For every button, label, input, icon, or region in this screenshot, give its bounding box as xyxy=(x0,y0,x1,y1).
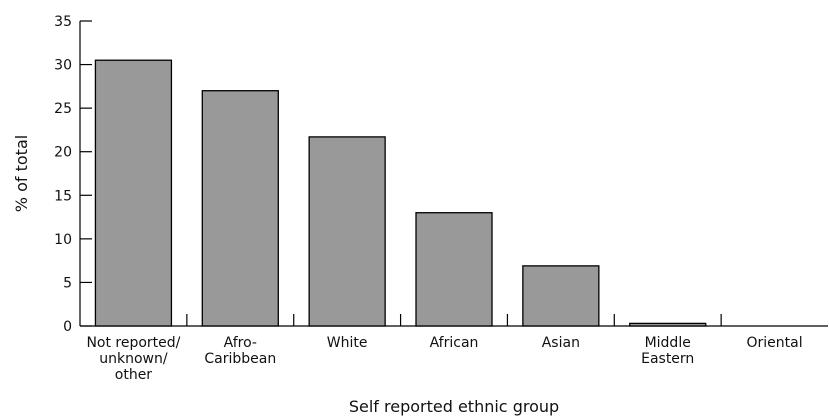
x-category-label-line: African xyxy=(430,335,479,351)
x-category-label: African xyxy=(430,335,479,351)
x-category-label: White xyxy=(327,335,368,351)
x-axis-title: Self reported ethnic group xyxy=(349,397,559,416)
x-category-label: Afro-Caribbean xyxy=(204,335,276,367)
x-category-label: Oriental xyxy=(747,335,803,351)
bar xyxy=(308,136,386,327)
bar xyxy=(415,212,493,327)
x-category-label-line: Not reported/ xyxy=(86,335,180,351)
x-category-label-line: Afro- xyxy=(224,335,257,351)
x-category-label: Asian xyxy=(542,335,580,351)
y-tick-label: 35 xyxy=(54,14,72,30)
bar xyxy=(201,90,279,327)
x-category-label-line: Oriental xyxy=(747,335,803,351)
category-labels: Not reported/unknown/other Afro-Caribbean… xyxy=(86,335,802,383)
x-category-label: Middle Eastern xyxy=(641,335,694,367)
y-tick-label: 25 xyxy=(54,101,72,117)
x-category-label-line: Asian xyxy=(542,335,580,351)
y-tick-label: 0 xyxy=(63,319,72,335)
bars xyxy=(94,59,707,327)
x-category-label-line: unknown/ xyxy=(99,351,168,367)
x-category-label-line: Middle xyxy=(645,335,691,351)
bar xyxy=(522,265,600,327)
bar xyxy=(629,322,707,327)
y-tick-label: 20 xyxy=(54,145,72,161)
y-axis-title: % of total xyxy=(12,135,31,212)
y-tick-label: 10 xyxy=(54,232,72,248)
x-category-label-line: White xyxy=(327,335,368,351)
y-tick-label: 30 xyxy=(54,58,72,74)
y-tick-label: 15 xyxy=(54,188,72,204)
y-axis: 0 5 10 15 20 25 30 35 xyxy=(54,14,92,335)
x-category-label-line: Eastern xyxy=(641,351,694,367)
bar xyxy=(94,59,173,327)
x-category-label: Not reported/unknown/other xyxy=(86,335,180,383)
y-tick-label: 5 xyxy=(63,275,72,291)
x-category-label-line: Caribbean xyxy=(204,351,276,367)
x-category-label-line: other xyxy=(115,367,153,383)
